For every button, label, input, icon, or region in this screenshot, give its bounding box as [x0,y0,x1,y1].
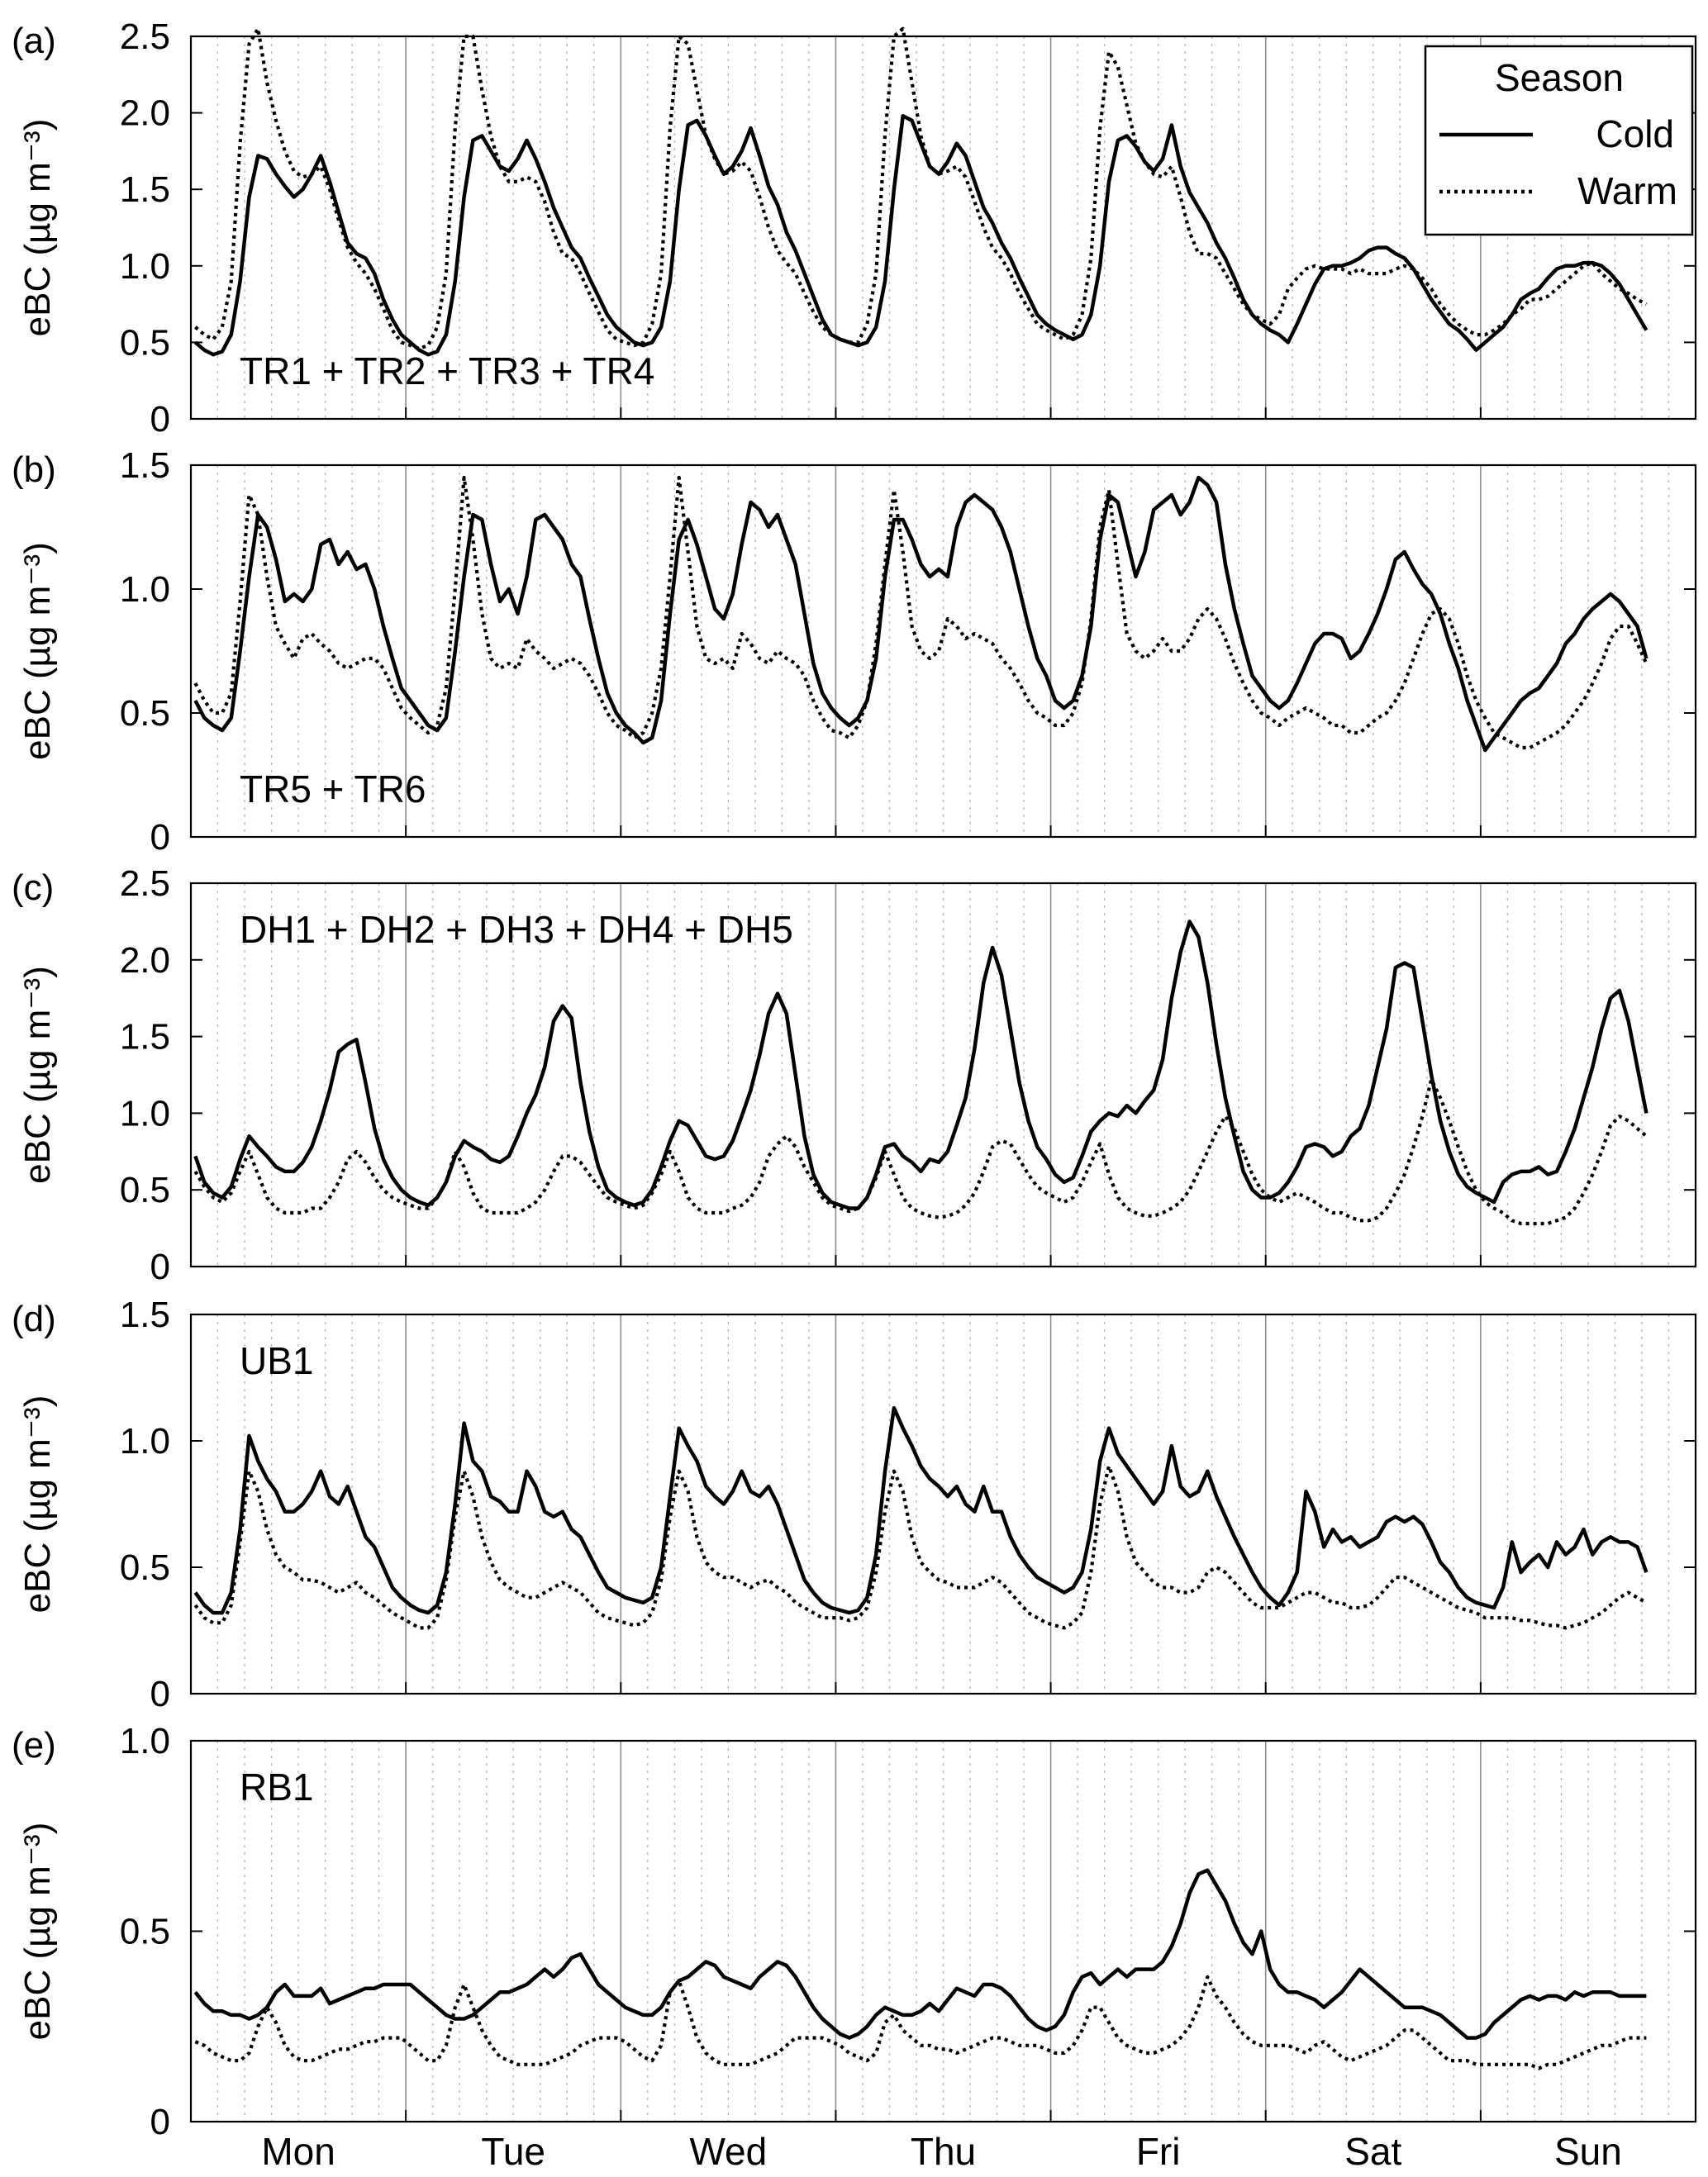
series-line-warm [193,1464,1648,1630]
axes-box [189,1739,1697,2123]
panel-source-label: UB1 [240,1339,313,1382]
y-tick-label: 0 [150,2102,170,2142]
y-axis-label: eBC (µg m⁻³) [17,119,58,337]
y-tick-label: 2.0 [120,940,170,981]
x-tick-label: Thu [911,2130,976,2173]
y-tick-label: 1.0 [120,1093,170,1134]
panel-4: 0 0.5 1.0 (e) eBC (µg m⁻³) RB1 [12,1721,1697,2142]
x-tick-label: Tue [481,2130,545,2173]
panel-tag: (c) [12,867,54,908]
panel-3: 0 0.5 1.0 1.5 (d) eBC (µg m⁻³) UB1 [12,1295,1697,1714]
panel-tag: (a) [12,21,56,61]
y-tick-label: 1.0 [120,1421,170,1462]
y-tick-label: 1.5 [120,445,170,486]
panel-2: 0 0.5 1.0 1.5 2.0 2.5 (c) eBC (µg m⁻³) DH1 + DH2… [12,863,1697,1287]
y-tick-label: 0.5 [120,1547,170,1588]
x-tick-label: Sat [1344,2130,1401,2173]
y-tick-label: 0 [150,1674,170,1714]
y-tick-label: 0 [150,1247,170,1287]
axes-box [189,882,1697,1268]
panel-source-label: TR5 + TR6 [240,768,426,810]
y-tick-label: 0.5 [120,693,170,734]
x-tick-label: Fri [1136,2130,1181,2173]
series-line-cold [193,1868,1647,2040]
legend: Season Cold Warm [1424,45,1694,236]
y-tick-label: 2.0 [120,93,170,134]
axes-box [189,1313,1697,1695]
axes-box [189,463,1697,839]
y-axis-label: eBC (µg m⁻³) [17,542,58,760]
x-tick-label: Wed [689,2130,767,2173]
y-tick-label: 0.5 [120,1170,170,1210]
y-tick-label: 1.5 [120,1017,170,1058]
y-tick-label: 0.5 [120,1912,170,1952]
y-axis-label: eBC (µg m⁻³) [17,1823,58,2041]
y-tick-label: 2.5 [120,863,170,904]
panel-tag: (d) [12,1299,56,1339]
y-tick-label: 0.5 [120,322,170,363]
series-line-cold [193,920,1649,1210]
panel-source-label: RB1 [240,1766,313,1809]
y-tick-label: 1.0 [120,569,170,610]
y-tick-label: 2.5 [120,17,170,57]
y-tick-label: 1.5 [120,1295,170,1335]
series-line-cold [193,475,1649,753]
panels: 0 0.5 1.0 1.5 2.0 2.5 (a) eBC (µg m⁻³) TR1 + TR2… [12,17,1697,2173]
y-tick-label: 1.5 [120,169,170,210]
series-line-cold [193,1405,1649,1615]
x-tick-label: Mon [261,2130,335,2173]
panel-tag: (e) [12,1725,56,1766]
legend-box [1424,45,1694,236]
series-line-warm [193,1077,1648,1226]
legend-warm-label: Warm [1577,169,1677,212]
axes-box [189,35,1697,421]
y-axis-label: eBC (µg m⁻³) [17,966,58,1184]
series-line-warm [194,26,1648,350]
y-tick-label: 0 [150,817,170,858]
series-line-cold [193,114,1649,357]
legend-title: Season [1495,56,1624,99]
y-tick-label: 0 [150,399,170,440]
panel-1: 0 0.5 1.0 1.5 (b) eBC (µg m⁻³) TR5 + TR6 [12,445,1697,858]
legend-cold-label: Cold [1596,112,1674,155]
y-axis-label: eBC (µg m⁻³) [17,1395,58,1614]
panel-source-label: DH1 + DH2 + DH3 + DH4 + DH5 [240,908,793,951]
y-tick-label: 1.0 [120,246,170,287]
panel-tag: (b) [12,449,56,490]
series-line-warm [194,1975,1647,2070]
y-tick-label: 1.0 [120,1721,170,1761]
panel-source-label: TR1 + TR2 + TR3 + TR4 [240,349,654,392]
x-tick-label: Sun [1554,2130,1622,2173]
